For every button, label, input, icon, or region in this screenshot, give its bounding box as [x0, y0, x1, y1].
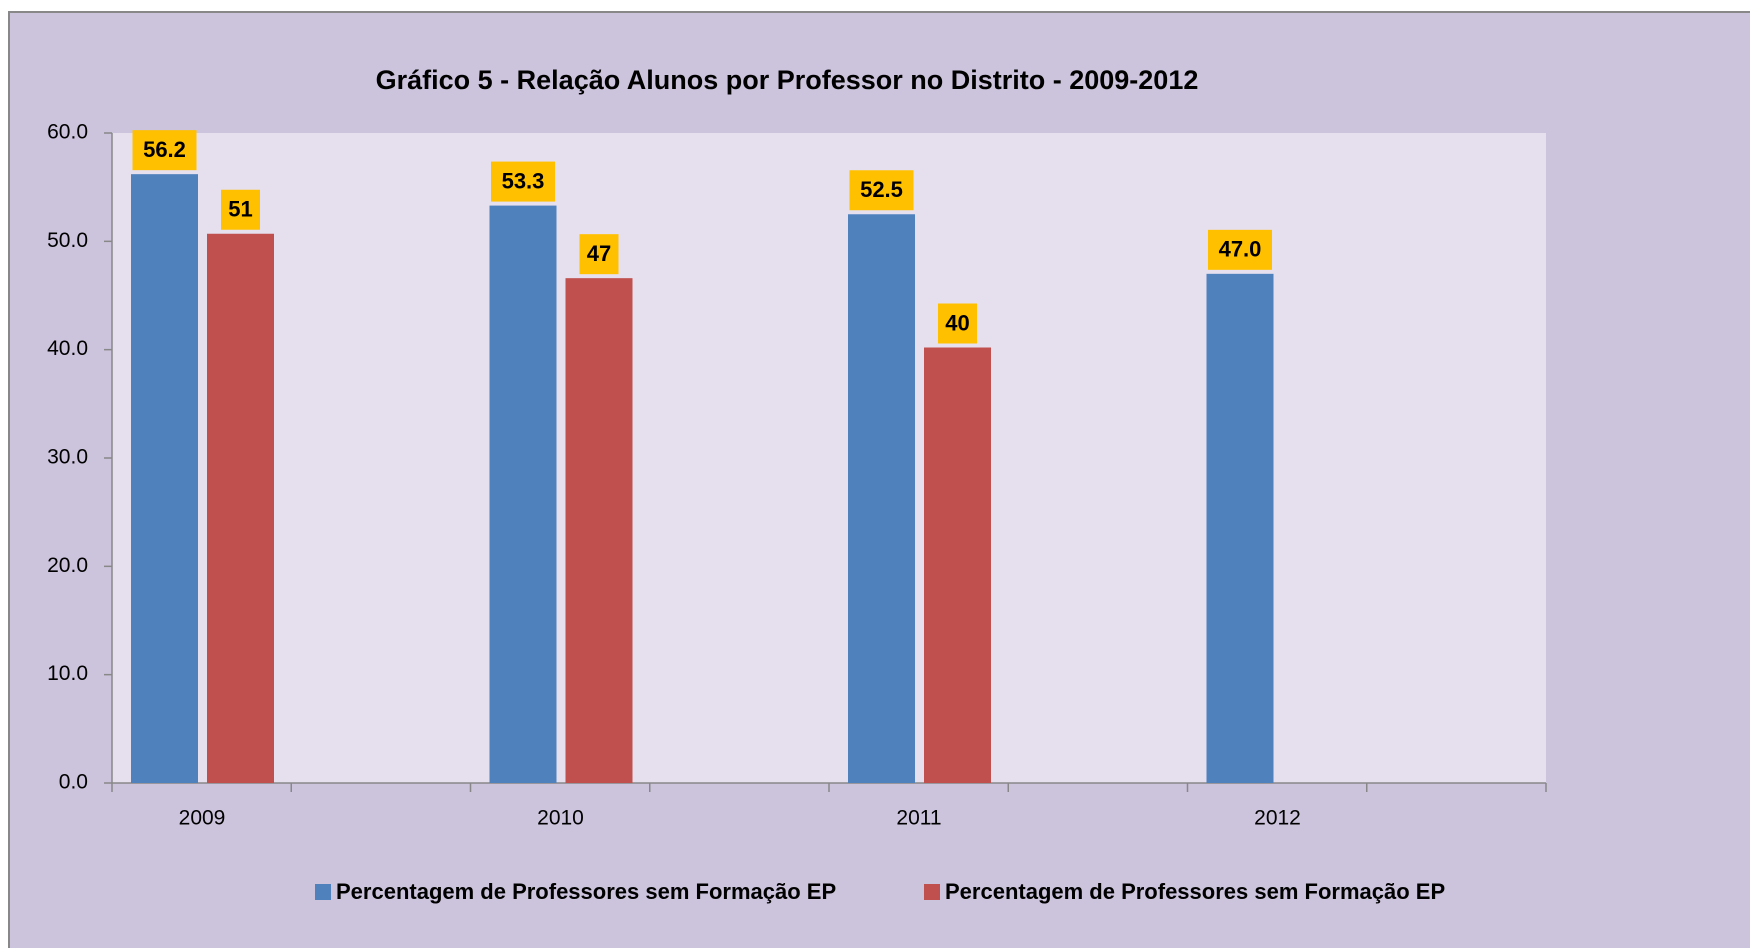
data-label-box [491, 161, 555, 202]
legend-swatch [924, 884, 940, 900]
data-label-box [1208, 229, 1272, 270]
x-tick-label: 2009 [179, 807, 226, 830]
y-tick-label: 0.0 [59, 771, 88, 794]
data-label-box [132, 130, 197, 171]
data-label: 53.3 [502, 168, 545, 193]
data-label: 56.2 [143, 137, 186, 162]
x-tick-label: 2010 [537, 807, 584, 830]
data-label: 52.5 [860, 177, 903, 202]
bar [924, 347, 991, 783]
bar [131, 174, 198, 783]
data-label-box [221, 189, 260, 230]
x-tick-label: 2011 [896, 807, 941, 830]
y-tick-label: 10.0 [47, 662, 88, 685]
plot-area [112, 133, 1546, 783]
legend-swatch [315, 884, 331, 900]
y-tick-label: 60.0 [47, 121, 88, 144]
data-label-box [938, 303, 977, 344]
y-tick-label: 50.0 [47, 229, 88, 252]
y-tick-label: 20.0 [47, 554, 88, 577]
data-label-box [579, 234, 619, 275]
bar [489, 205, 557, 784]
data-label: 51 [228, 197, 252, 222]
chart-title: Gráfico 5 - Relação Alunos por Professor… [376, 65, 1199, 95]
data-label: 47 [587, 241, 611, 266]
bar [565, 278, 633, 783]
bar [848, 214, 915, 783]
legend-label: Percentagem de Professores sem Formação … [336, 879, 836, 904]
x-tick-label: 2012 [1254, 807, 1301, 830]
legend-label: Percentagem de Professores sem Formação … [945, 879, 1445, 904]
data-label: 40 [945, 310, 969, 335]
bar [207, 233, 274, 783]
data-label-box [849, 170, 914, 211]
data-label: 47.0 [1219, 237, 1262, 262]
bar [1206, 273, 1274, 783]
y-tick-label: 40.0 [47, 337, 88, 360]
y-tick-label: 30.0 [47, 446, 88, 469]
